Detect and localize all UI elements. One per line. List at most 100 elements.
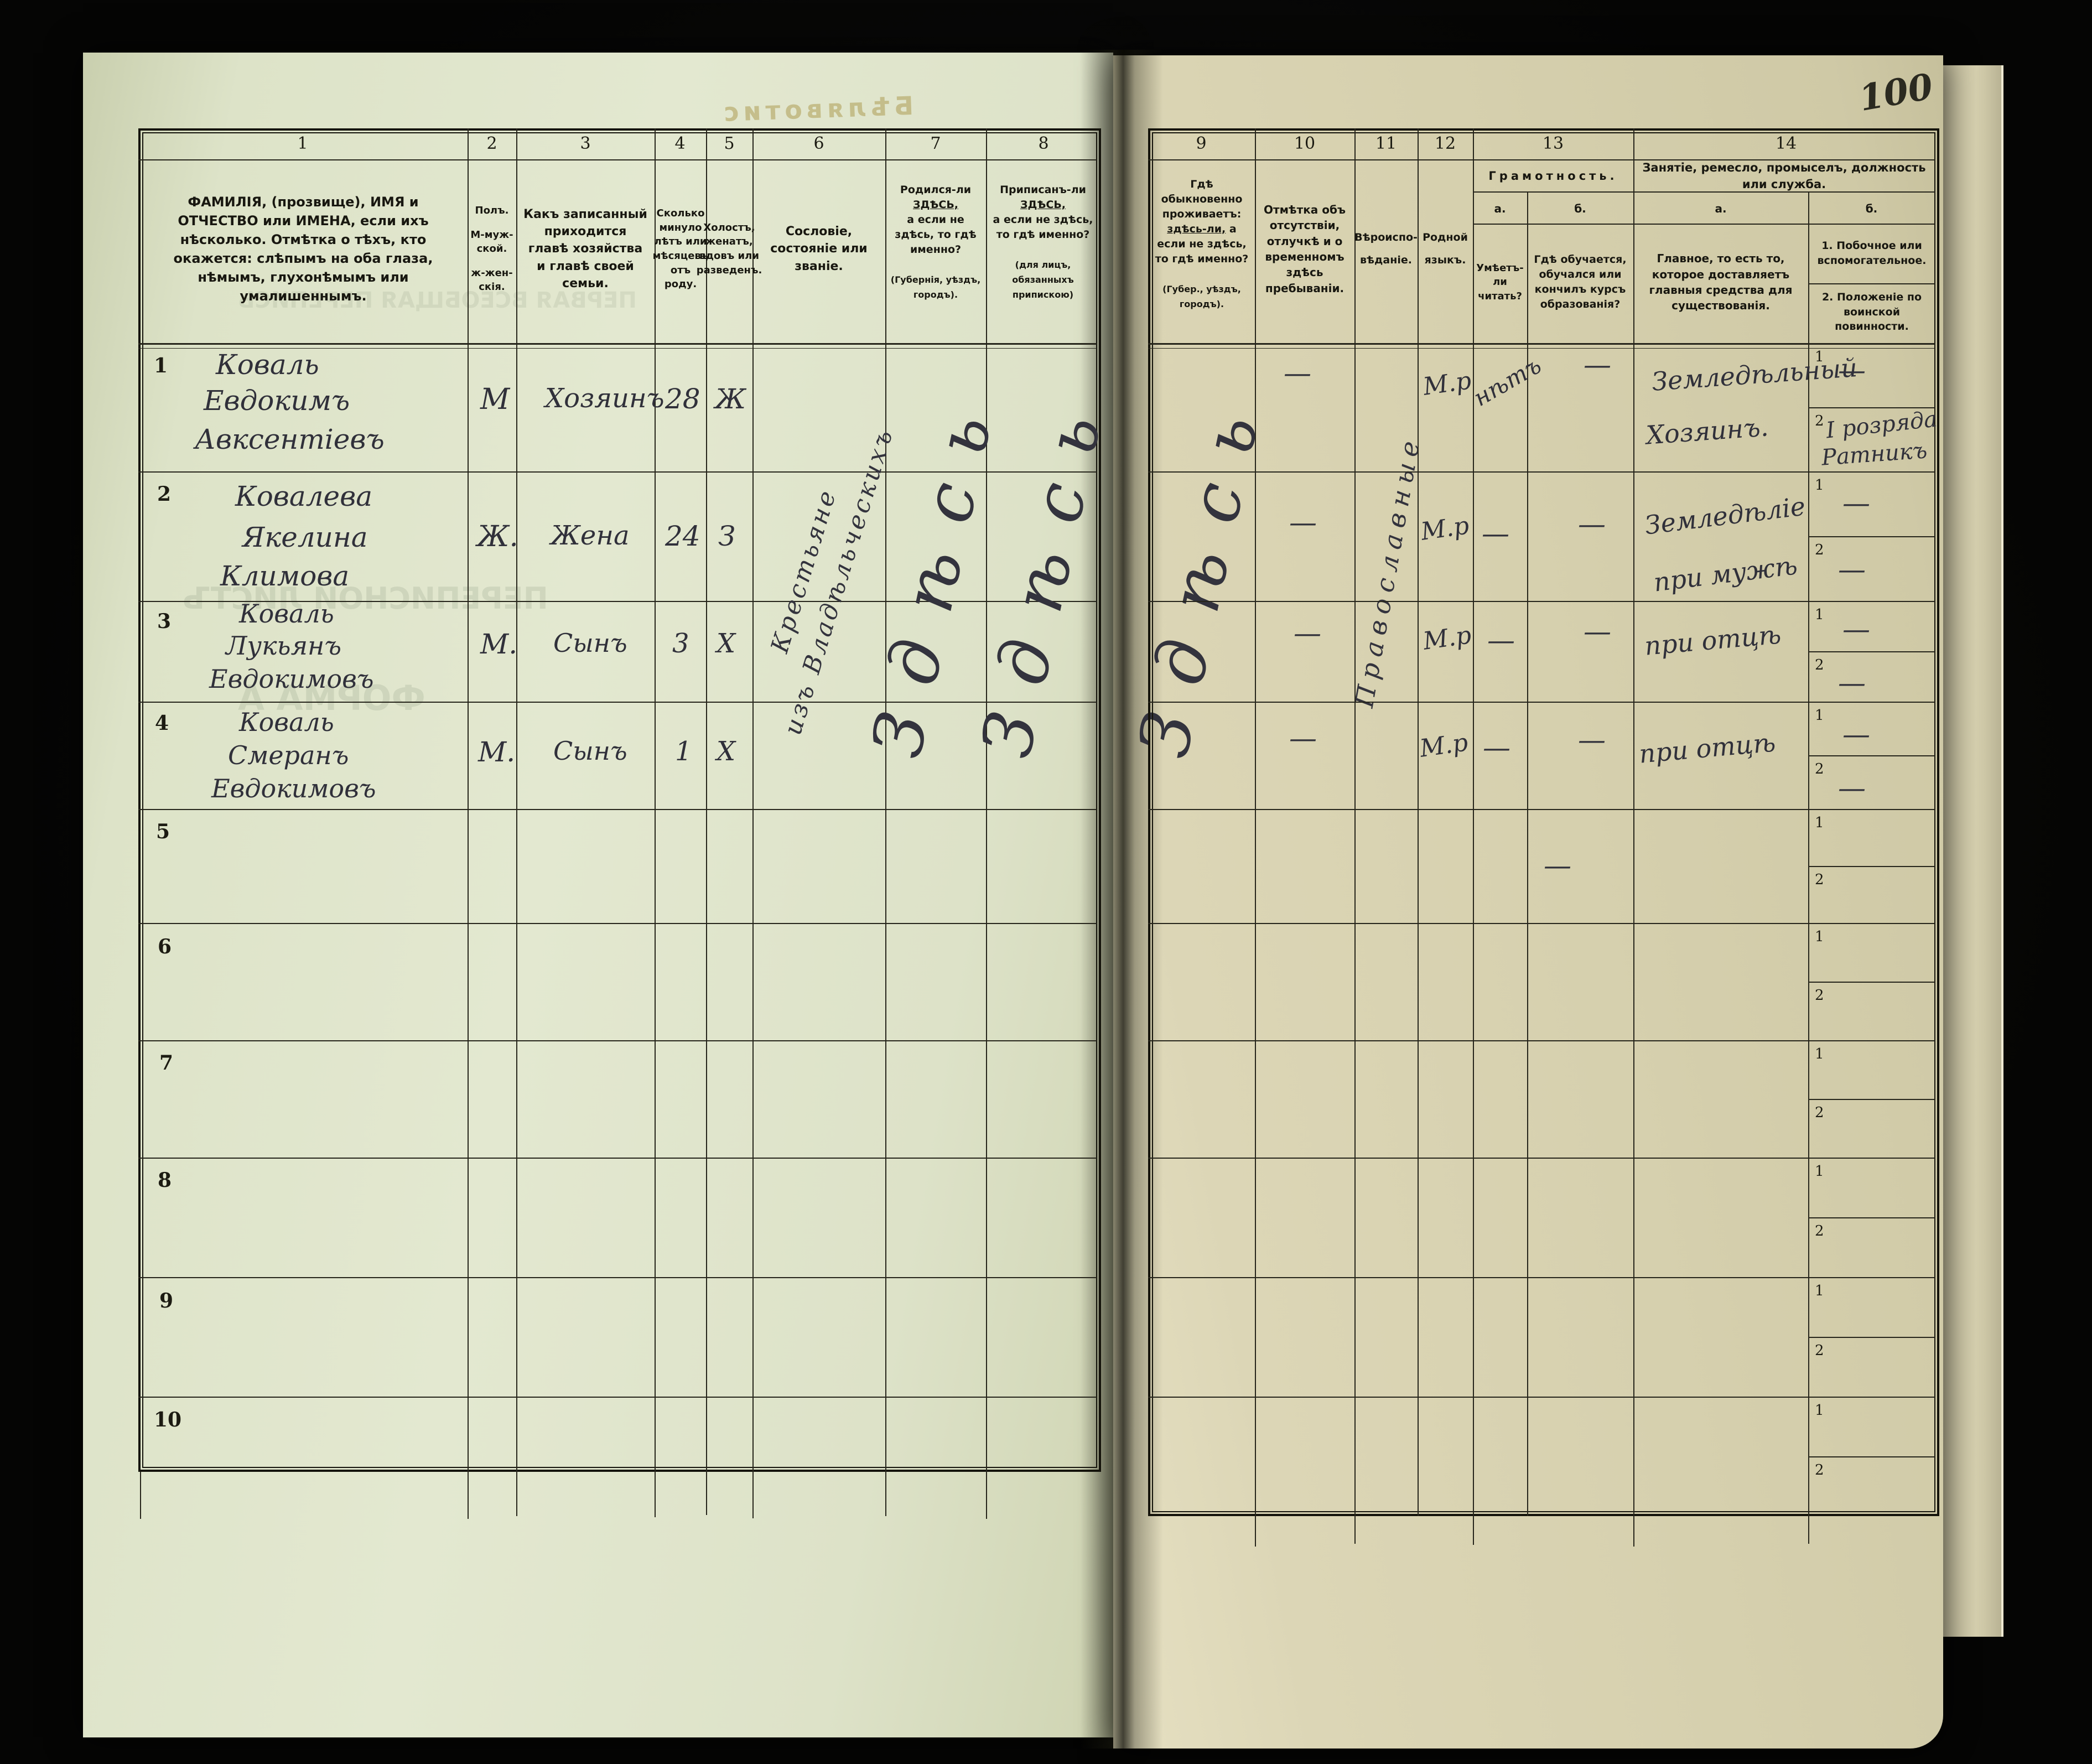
grid-line [1148, 1040, 1935, 1041]
header-registration-here: ЗДѢСЬ, [1020, 198, 1066, 211]
grid-line [1148, 601, 1935, 602]
grid-line [752, 1472, 754, 1518]
grid-line [1808, 407, 1935, 408]
entry-marital: Х [717, 628, 736, 659]
entry-name: Евдокимъ [204, 385, 350, 417]
grid-line [752, 128, 754, 1472]
column-number-14: 14 [1775, 134, 1797, 153]
column-number-12: 12 [1434, 134, 1456, 153]
header-age: Сколько минуло лѣтъ или мѣсяцевъ отъ род… [652, 207, 709, 290]
grid-line [1808, 755, 1935, 756]
grid-line [516, 1472, 517, 1516]
entry-side-dash: — [1838, 553, 1866, 585]
grid-line [138, 343, 1097, 345]
header-residence: Гдѣ обыкновенно проживаетъ: здѣсь-ли, а … [1152, 166, 1252, 343]
grid-line [138, 1040, 1097, 1041]
column-number-5: 5 [724, 134, 735, 153]
grid-line [138, 601, 1097, 602]
grid-line [468, 1472, 469, 1519]
header-literacy-sub-b: б. [1574, 201, 1586, 215]
subcell-number: 1 [1815, 1046, 1824, 1062]
header-language-line1: Родной [1423, 231, 1468, 244]
header-birthplace-paren: (Губернія, уѣздъ, городъ). [890, 274, 981, 300]
grid-line [138, 809, 1097, 810]
column-number-3: 3 [580, 134, 591, 153]
entry-sex: М. [480, 628, 518, 660]
entry-name: Лукьянъ [226, 631, 341, 661]
grid-line [138, 702, 1097, 703]
entry-name: Климова [220, 560, 350, 592]
entry-marital: Ж [715, 383, 746, 415]
entry-name: Коваль [216, 349, 319, 381]
header-literacy-sub-a: а. [1494, 201, 1506, 215]
grid-line [986, 1472, 987, 1519]
entry-absence-dash: — [1294, 617, 1321, 649]
grid-line [1808, 1516, 1809, 1544]
right-page [1113, 55, 1943, 1749]
grid-line [1808, 866, 1935, 867]
column-number-10: 10 [1294, 134, 1316, 153]
subcell-number: 1 [1815, 928, 1824, 945]
entry-age: 28 [665, 383, 700, 415]
header-occupation-side: 1. Побочное или вспомогательное. [1817, 240, 1927, 267]
subcell-number: 2 [1815, 1223, 1824, 1239]
entry-study-dash: — [1584, 349, 1611, 381]
grid-line [1418, 128, 1419, 1516]
header-occupation-main: Главное, то есть то, которое доставляетъ… [1649, 252, 1793, 313]
entry-reads-dash: — [1482, 517, 1509, 549]
grid-line [1148, 471, 1935, 473]
header-marital: Холостъ, женатъ, вдовъ или разведенъ. [696, 221, 762, 276]
entry-study-dash: — [1584, 615, 1611, 647]
column-number-8: 8 [1038, 134, 1049, 153]
grid-line [138, 471, 1097, 473]
column-number-2: 2 [486, 134, 497, 153]
entry-sex: М. [478, 736, 516, 768]
subcell-number: 1 [1815, 1402, 1824, 1419]
subcell-number: 2 [1815, 1462, 1824, 1478]
grid-line [1255, 128, 1256, 1516]
row-number: 9 [159, 1289, 174, 1312]
subcell-number: 1 [1815, 1163, 1824, 1180]
subcell-number: 1 [1815, 814, 1824, 831]
subcell-number: 2 [1815, 871, 1824, 888]
entry-relation: Сынъ [553, 736, 627, 766]
right-table-border [1148, 128, 1939, 1516]
grid-line [138, 159, 1097, 160]
header-registration-paren: (для лицъ, обязанныхъ припискою) [1012, 259, 1074, 300]
header-literacy-study: Гдѣ обучается, обучался или кончилъ курс… [1534, 253, 1627, 310]
grid-line [138, 1397, 1097, 1398]
header-name: ФАМИЛІЯ, (прозвище), ИМЯ и ОТЧЕСТВО или … [173, 194, 433, 304]
left-table-border [138, 128, 1101, 1472]
grid-line [1527, 191, 1528, 1516]
subcell-number: 2 [1815, 761, 1824, 777]
row-number: 8 [158, 1169, 172, 1192]
entry-age: 24 [665, 520, 700, 552]
header-relation: Какъ записанный приходится главѣ хозяйст… [523, 207, 647, 290]
entry-sex: М [480, 383, 510, 416]
grid-line [138, 1158, 1097, 1159]
entry-name: Евдокимовъ [209, 664, 374, 694]
entry-absence-dash: — [1284, 357, 1311, 389]
header-estate: Сословіе, состояніе или званіе. [770, 225, 868, 273]
entry-sex: Ж. [477, 520, 518, 553]
row-number: 4 [155, 712, 169, 735]
row-number: 1 [154, 354, 168, 377]
grid-line [1808, 1337, 1935, 1338]
row-number: 5 [156, 820, 170, 843]
grid-line [1148, 809, 1935, 810]
entry-side-dash: — [1838, 354, 1866, 386]
grid-line [1808, 1217, 1935, 1218]
entry-side-dash: — [1838, 667, 1866, 699]
grid-line [1808, 191, 1809, 1516]
subcell-number: 2 [1815, 657, 1824, 673]
header-sex-title: Полъ. [475, 205, 509, 217]
entry-reads-dash: — [1483, 731, 1510, 764]
subcell-number: 2 [1815, 542, 1824, 558]
entry-relation: Хозяинъ [545, 383, 665, 414]
entry-relation: Сынъ [553, 628, 627, 658]
grid-line [1148, 1397, 1935, 1398]
grid-line [1808, 982, 1935, 983]
entry-name: Смеранъ [228, 740, 349, 770]
header-birthplace: Родился-ли ЗДѢСЬ, а если не здѣсь, то гд… [889, 166, 983, 349]
